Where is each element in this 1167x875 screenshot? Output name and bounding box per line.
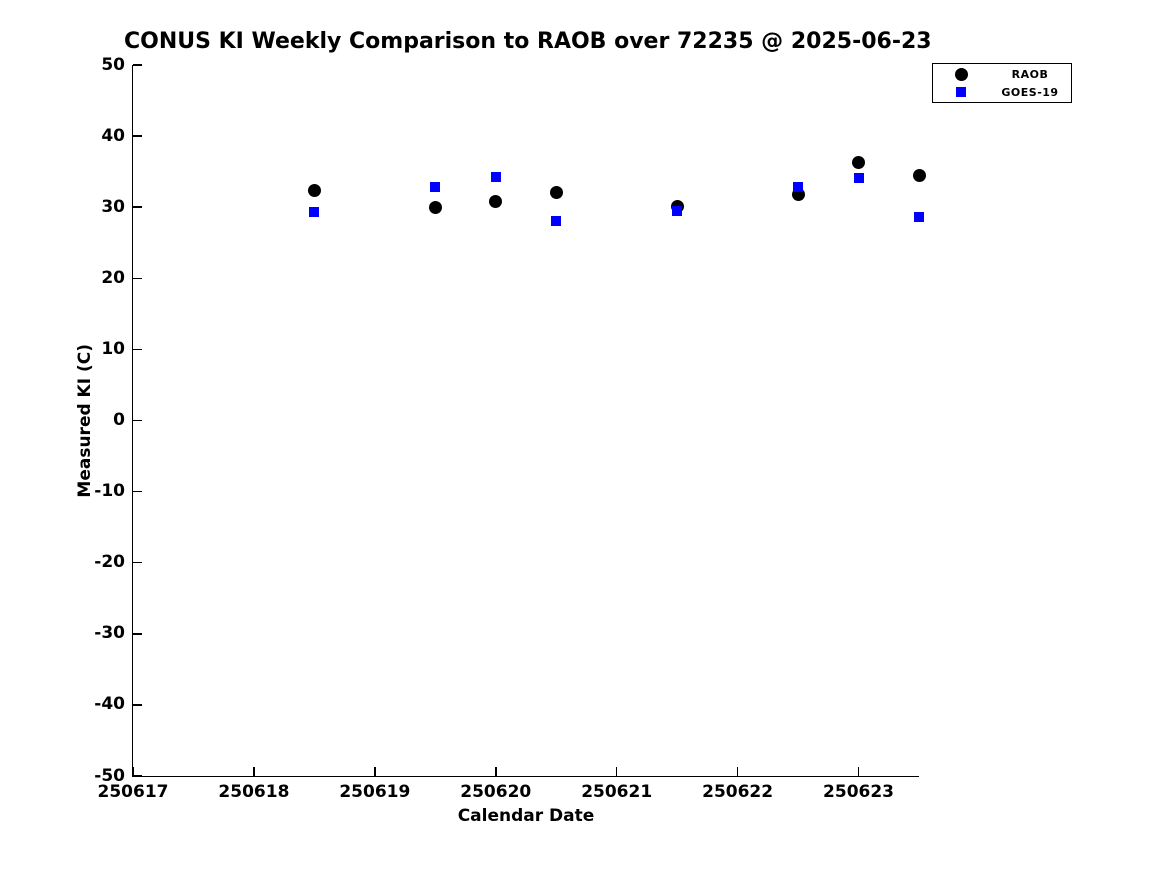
goes-19-marker <box>309 207 320 218</box>
x-tick-mark <box>736 767 739 776</box>
raob-marker <box>428 201 442 215</box>
x-tick-mark <box>615 767 618 776</box>
y-tick-label: -50 <box>94 765 125 786</box>
y-tick-mark <box>133 135 142 137</box>
x-tick-mark <box>494 767 497 776</box>
y-tick-mark <box>133 419 142 422</box>
raob-marker <box>489 195 503 208</box>
y-tick-label: -20 <box>94 552 125 573</box>
y-tick-label: 0 <box>113 410 125 430</box>
raob-marker <box>852 155 866 169</box>
goes-19-marker <box>793 182 804 193</box>
y-tick-mark <box>133 277 142 280</box>
raob-marker <box>549 185 563 199</box>
x-axis-label: Calendar Date <box>457 806 595 826</box>
y-tick-mark <box>133 348 142 351</box>
y-tick-mark <box>133 64 142 66</box>
goes-19-marker <box>490 171 501 182</box>
raob-marker <box>307 183 321 197</box>
x-tick-mark <box>857 767 860 776</box>
legend: RAOB GOES-19 <box>932 63 1072 103</box>
y-tick-label: -10 <box>94 481 125 502</box>
x-tick-label: 250620 <box>460 782 532 802</box>
y-tick-label: 30 <box>101 196 125 217</box>
raob-circle-icon <box>954 67 968 81</box>
legend-item-goes19: GOES-19 <box>933 83 1071 101</box>
y-tick-label: 20 <box>101 267 125 288</box>
legend-label-raob: RAOB <box>1011 67 1049 81</box>
y-tick-label: -30 <box>94 623 125 644</box>
y-tick-label: 50 <box>101 54 125 75</box>
legend-label-goes19: GOES-19 <box>1001 85 1059 99</box>
raob-marker <box>912 169 926 183</box>
x-tick-label: 250618 <box>218 782 290 802</box>
goes-19-marker <box>551 216 562 227</box>
x-tick-label: 250617 <box>97 782 169 802</box>
x-tick-label: 250622 <box>702 782 774 802</box>
goes-19-marker <box>914 212 924 223</box>
goes-19-marker <box>430 182 441 193</box>
y-tick-mark <box>133 206 142 208</box>
y-tick-mark <box>133 775 142 777</box>
y-tick-mark <box>133 490 142 493</box>
goes-19-marker <box>672 206 683 217</box>
y-tick-label: 40 <box>101 125 125 146</box>
y-tick-label: 10 <box>101 338 125 359</box>
x-tick-mark <box>132 767 134 776</box>
y-tick-mark <box>133 633 142 635</box>
goes19-square-icon <box>956 87 966 97</box>
x-tick-mark <box>374 767 376 776</box>
chart-title: CONUS KI Weekly Comparison to RAOB over … <box>124 29 932 54</box>
y-tick-mark <box>133 561 142 564</box>
legend-item-raob: RAOB <box>933 65 1071 83</box>
x-tick-label: 250623 <box>823 782 895 802</box>
y-tick-label: -40 <box>94 694 125 715</box>
y-tick-mark <box>133 704 142 706</box>
x-tick-label: 250621 <box>581 782 653 802</box>
x-tick-label: 250619 <box>339 782 411 802</box>
x-tick-mark <box>253 767 255 776</box>
goes-19-marker <box>853 173 864 184</box>
plot-area: Measured KI (C) Calendar Date 50 40 30 20 10… <box>75 56 926 826</box>
